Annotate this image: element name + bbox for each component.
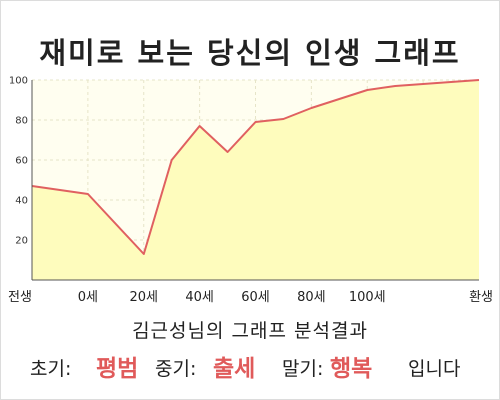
x-tick-label: 40세: [185, 290, 214, 305]
y-tick-label: 60: [15, 156, 28, 167]
page-title: 재미로 보는 당신의 인생 그래프: [39, 36, 461, 70]
result-title: 김근성님의 그래프 분석결과: [132, 320, 368, 342]
early-value: 평범: [96, 356, 139, 382]
middle-label: 중기:: [155, 358, 197, 380]
x-tick-label: 환생: [469, 290, 493, 305]
x-tick-label: 80세: [297, 290, 326, 305]
y-tick-label: 100: [9, 76, 28, 87]
y-tick-label: 20: [15, 236, 28, 247]
x-tick-label: 100세: [349, 290, 386, 305]
x-tick-label: 전생: [8, 290, 32, 305]
early-label: 초기:: [30, 358, 72, 380]
late-value: 행복: [330, 356, 373, 382]
x-tick-label: 20세: [129, 290, 158, 305]
result-ending: 입니다: [408, 358, 461, 380]
y-tick-label: 40: [15, 196, 28, 207]
x-tick-label: 60세: [241, 290, 270, 305]
middle-value: 출세: [213, 356, 256, 382]
late-label: 말기:: [282, 358, 324, 380]
result-summary: 초기: 평범 중기: 출세 말기: 행복 입니다: [0, 345, 500, 385]
x-tick-label: 0세: [78, 290, 98, 305]
area-fill: [32, 80, 479, 280]
y-tick-label: 80: [15, 116, 28, 127]
series-line: [31, 79, 480, 255]
